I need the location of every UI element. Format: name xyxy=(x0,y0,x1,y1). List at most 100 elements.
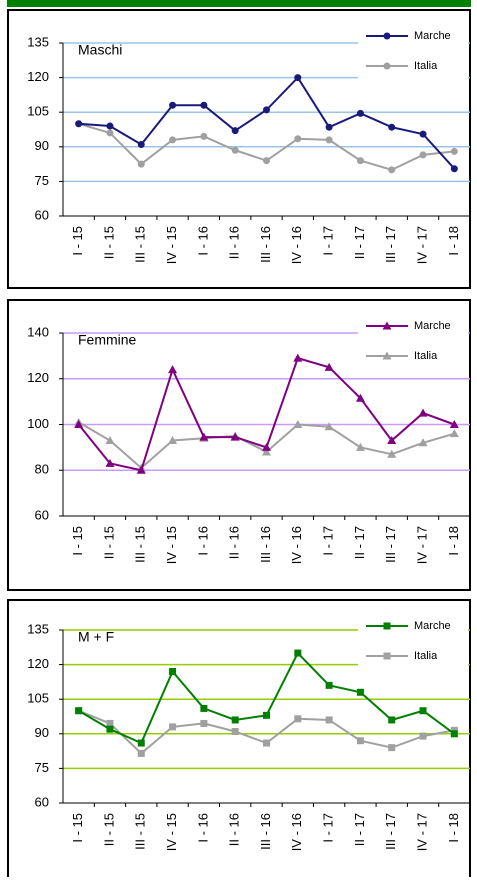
point xyxy=(419,151,427,159)
legend-marker xyxy=(382,321,392,330)
point xyxy=(356,737,364,745)
x-tick-label: II - 16 xyxy=(227,226,242,259)
series xyxy=(75,649,458,747)
point xyxy=(263,157,270,165)
legend-marker xyxy=(383,652,391,660)
point xyxy=(355,442,365,451)
legend-marker xyxy=(383,622,391,630)
x-tick-label: III - 15 xyxy=(133,813,148,850)
point xyxy=(356,157,364,165)
x-tick-label: IV - 15 xyxy=(164,526,179,564)
legend-box xyxy=(358,310,468,372)
legend-box xyxy=(358,610,468,672)
point xyxy=(106,719,114,727)
point xyxy=(450,730,458,738)
y-tick-label: 90 xyxy=(35,138,49,153)
point xyxy=(169,136,177,144)
point xyxy=(324,422,334,431)
x-tick-label: III - 16 xyxy=(258,813,273,850)
x-tick-label: IV - 16 xyxy=(289,226,304,264)
point xyxy=(75,120,83,128)
legend-label: Italia xyxy=(414,650,438,662)
x-tick-label: III - 16 xyxy=(258,226,273,263)
point xyxy=(450,147,458,155)
y-tick-label: 105 xyxy=(27,104,49,119)
x-tick-label: I - 17 xyxy=(321,226,336,256)
x-tick-label: I - 17 xyxy=(321,526,336,556)
point xyxy=(356,109,364,117)
point xyxy=(294,74,302,82)
point xyxy=(419,130,427,138)
point xyxy=(137,140,145,148)
y-tick-label: 135 xyxy=(27,621,49,636)
legend-marker xyxy=(382,351,392,360)
y-tick-label: 60 xyxy=(35,507,49,522)
x-tick-label: III - 17 xyxy=(383,813,398,850)
y-tick-label: 120 xyxy=(27,69,49,84)
point xyxy=(387,449,397,458)
y-tick-label: 140 xyxy=(27,324,49,339)
point xyxy=(325,136,333,144)
y-tick-label: 135 xyxy=(27,34,49,49)
point xyxy=(105,436,115,445)
y-tick-label: 90 xyxy=(35,725,49,740)
x-tick-label: I - 16 xyxy=(195,226,210,256)
point xyxy=(325,716,333,724)
point xyxy=(325,123,333,131)
x-tick-label: I - 18 xyxy=(446,813,461,843)
point xyxy=(324,362,334,371)
x-tick-label: II - 16 xyxy=(227,526,242,559)
panel-border xyxy=(7,9,471,289)
x-tick-label: III - 17 xyxy=(383,226,398,263)
point xyxy=(263,739,270,747)
point xyxy=(200,101,208,109)
x-tick-label: III - 15 xyxy=(133,526,148,563)
legend-marker xyxy=(383,62,391,70)
point xyxy=(419,732,427,740)
point xyxy=(294,649,302,657)
point xyxy=(231,716,239,724)
x-tick-label: I - 17 xyxy=(321,813,336,843)
point xyxy=(106,129,114,137)
x-tick-label: IV - 17 xyxy=(414,226,429,264)
point xyxy=(137,739,145,747)
point xyxy=(137,749,145,757)
point xyxy=(200,719,208,727)
point xyxy=(169,723,177,731)
x-tick-label: IV - 16 xyxy=(289,526,304,564)
point xyxy=(388,716,396,724)
x-tick-label: I - 18 xyxy=(446,526,461,556)
x-tick-label: II - 15 xyxy=(101,813,116,846)
y-tick-label: 100 xyxy=(27,416,49,431)
y-tick-label: 60 xyxy=(35,794,49,809)
point xyxy=(450,165,458,173)
point xyxy=(419,707,427,715)
point xyxy=(263,711,270,719)
x-tick-label: II - 17 xyxy=(352,226,367,259)
point xyxy=(200,132,208,140)
legend-label: Italia xyxy=(414,60,438,72)
point xyxy=(199,432,209,441)
point xyxy=(169,101,177,109)
point xyxy=(325,681,333,689)
point xyxy=(388,744,396,752)
x-tick-label: I - 15 xyxy=(70,226,85,256)
series xyxy=(74,353,459,474)
point xyxy=(262,442,271,451)
legend-label: Marche xyxy=(414,320,451,332)
y-tick-label: 120 xyxy=(27,656,49,671)
point xyxy=(168,365,178,374)
point xyxy=(418,408,428,417)
point xyxy=(74,420,84,428)
legend-marker xyxy=(383,32,391,40)
point xyxy=(356,688,364,696)
x-tick-label: IV - 15 xyxy=(164,813,179,851)
series xyxy=(75,74,458,173)
point xyxy=(231,127,239,135)
x-tick-label: IV - 15 xyxy=(164,226,179,264)
x-tick-label: II - 17 xyxy=(352,526,367,559)
point xyxy=(388,123,396,131)
point xyxy=(263,106,270,114)
